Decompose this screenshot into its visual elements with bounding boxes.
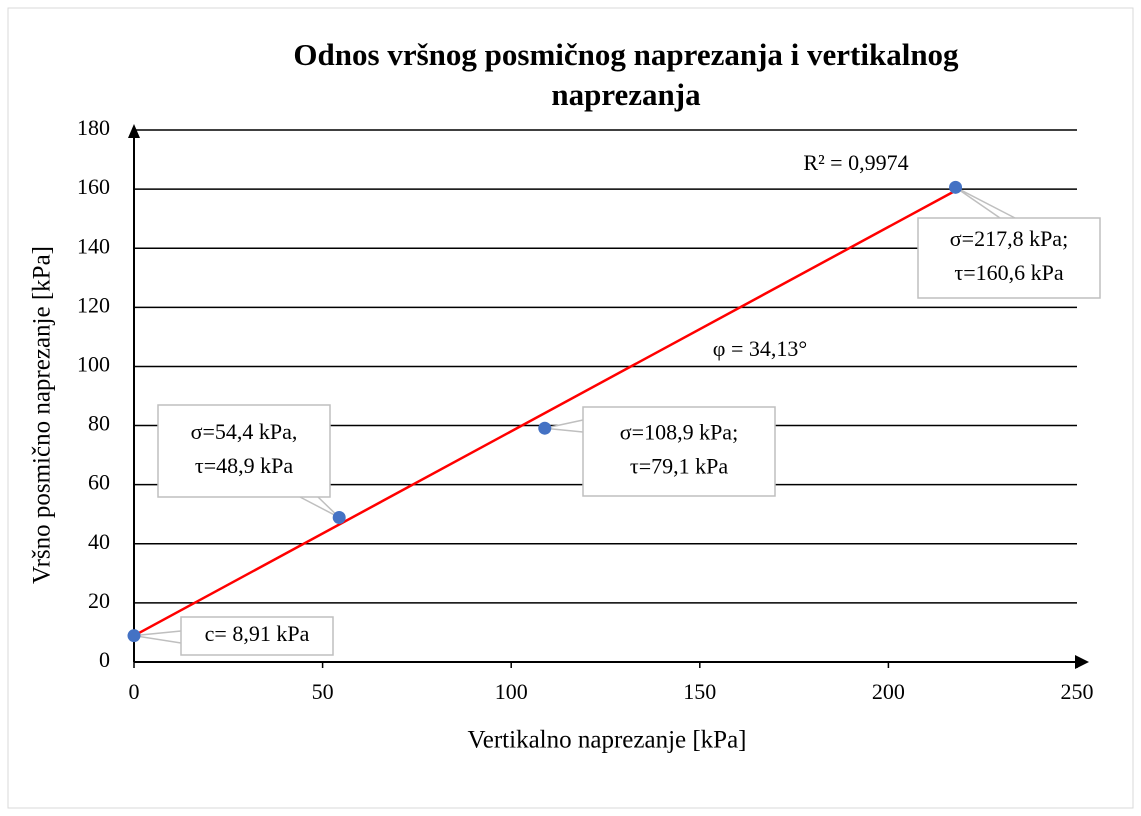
x-tick-label: 200 [872,679,905,704]
point-label: τ=48,9 kPa [195,453,293,478]
chart-title: naprezanja [551,77,701,112]
callout-box [917,217,1101,299]
annotation: R² = 0,9974 [803,150,908,175]
x-tick-label: 50 [312,679,334,704]
x-tick-label: 100 [495,679,528,704]
y-tick-label: 40 [88,529,110,554]
trendline [133,189,957,637]
point-label: c= 8,91 kPa [205,621,310,646]
y-tick-label: 80 [88,411,110,436]
annotation: φ = 34,13° [713,336,807,361]
y-axis-label: Vršno posmično naprezanje [kPa] [29,246,56,584]
data-point [949,180,963,194]
y-tick-label: 100 [77,351,110,376]
data-point [332,510,346,524]
y-tick-label: 160 [77,174,110,199]
y-tick-label: 20 [88,588,110,613]
point-label: σ=108,9 kPa; [620,420,738,445]
x-tick-label: 150 [683,679,716,704]
chart-title: Odnos vršnog posmičnog naprezanja i vert… [293,37,959,72]
point-label: σ=54,4 kPa, [191,419,298,444]
data-point [538,421,552,435]
point-label: τ=160,6 kPa [954,260,1063,285]
x-tick-label: 0 [129,679,140,704]
point-label: τ=79,1 kPa [630,454,728,479]
point-label: σ=217,8 kPa; [950,226,1068,251]
x-tick-label: 250 [1061,679,1094,704]
callout-box [157,404,331,498]
x-axis-arrow [1075,655,1089,669]
y-tick-label: 60 [88,470,110,495]
x-axis-label: Vertikalno naprezanje [kPa] [467,727,746,754]
callout-box [582,406,776,497]
data-point [127,629,141,643]
y-tick-label: 180 [77,115,110,140]
y-tick-label: 0 [99,647,110,672]
y-axis-arrow [128,124,140,138]
y-tick-label: 140 [77,233,110,258]
callout-box [180,616,334,656]
y-tick-label: 120 [77,292,110,317]
